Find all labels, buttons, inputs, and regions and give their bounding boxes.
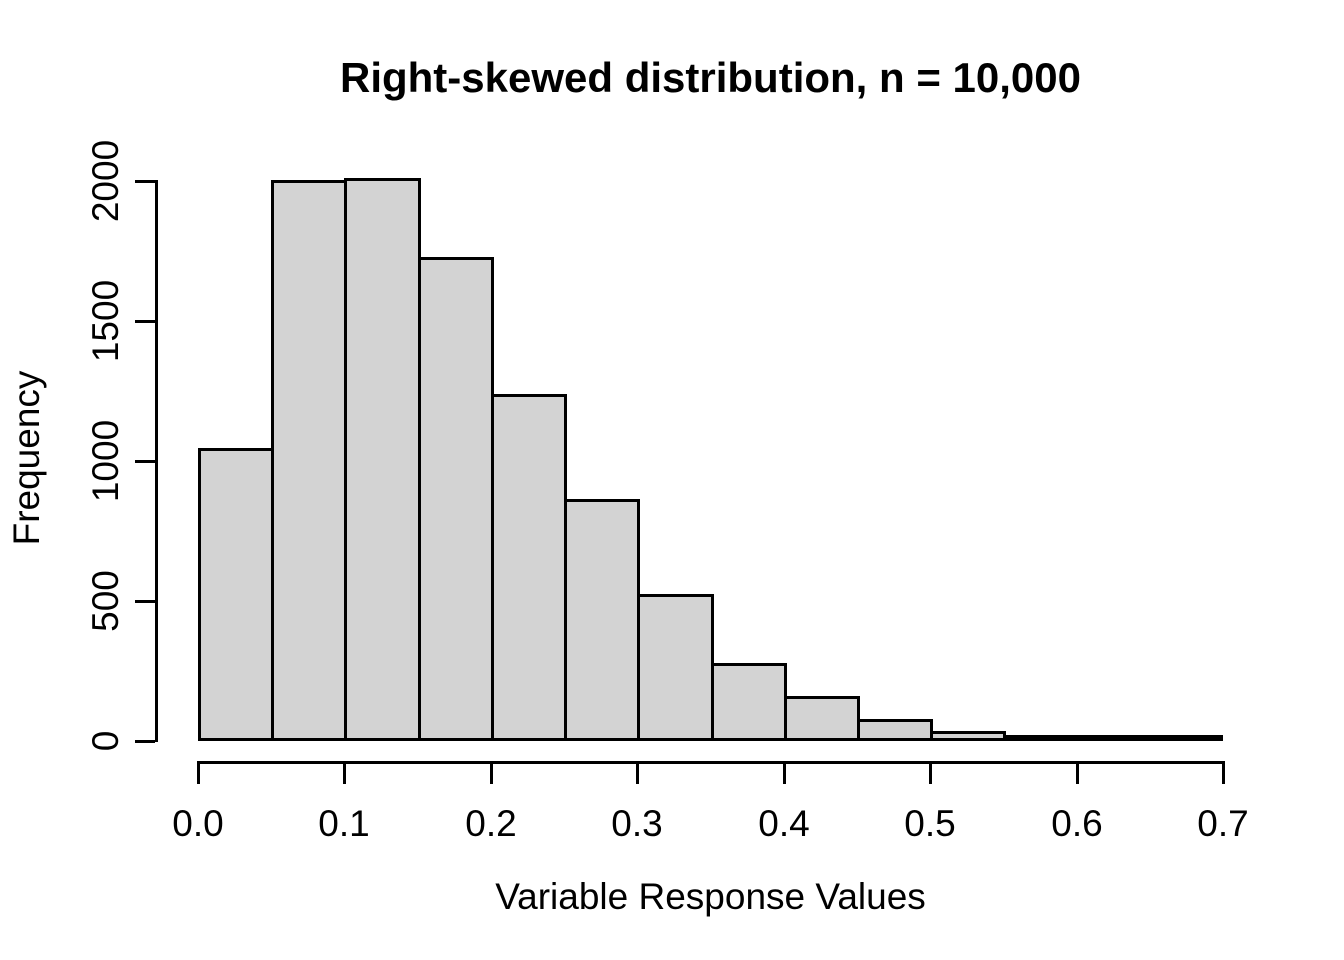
histogram-bar [564,499,640,741]
y-axis-tick-label: 0 [85,730,126,752]
y-axis-tick [135,180,155,183]
histogram-bar [637,594,714,741]
y-axis-tick [135,320,155,323]
histogram-bar [491,394,567,741]
y-axis-tick [135,460,155,463]
x-axis-tick-label: 0.4 [758,803,810,844]
histogram-bar [344,178,421,741]
x-axis-tick-label: 0.6 [1051,803,1103,844]
histogram-bar [271,180,347,741]
plot-area [198,160,1223,741]
histogram-bar [1150,735,1223,741]
x-axis-tick [783,761,786,784]
x-axis-tick-label: 0.3 [611,803,663,844]
x-axis-tick [490,761,493,784]
x-axis-tick-label: 0.0 [172,803,224,844]
x-axis-tick-label: 0.5 [904,803,956,844]
x-axis-title: Variable Response Values [495,876,926,917]
y-axis-tick-label: 2000 [85,139,126,223]
y-axis-tick-label: 500 [85,570,126,632]
y-axis-tick-label: 1500 [85,279,126,363]
y-axis-title: Frequency [6,370,47,546]
x-axis-tick [343,761,346,784]
histogram-bar [1077,735,1153,741]
x-axis-tick [1222,761,1225,784]
histogram-bar [784,696,860,741]
y-axis-tick [135,600,155,603]
histogram-bar [418,257,494,741]
x-axis-tick [197,761,200,784]
x-axis-tick-label: 0.2 [465,803,517,844]
y-axis-tick [135,740,155,743]
y-axis-tick-label: 1000 [85,419,126,503]
histogram-bar [711,663,787,741]
x-axis-tick [1076,761,1079,784]
x-axis-line [197,761,1225,764]
y-axis-line [155,180,158,742]
x-axis-tick-label: 0.7 [1197,803,1249,844]
histogram-bar [930,731,1006,741]
histogram-bar [1003,735,1080,741]
x-axis-tick-label: 0.1 [318,803,370,844]
x-axis-tick [929,761,932,784]
histogram-bar [857,719,933,741]
histogram-bar [198,448,274,741]
x-axis-tick [636,761,639,784]
chart-title: Right-skewed distribution, n = 10,000 [340,54,1081,101]
